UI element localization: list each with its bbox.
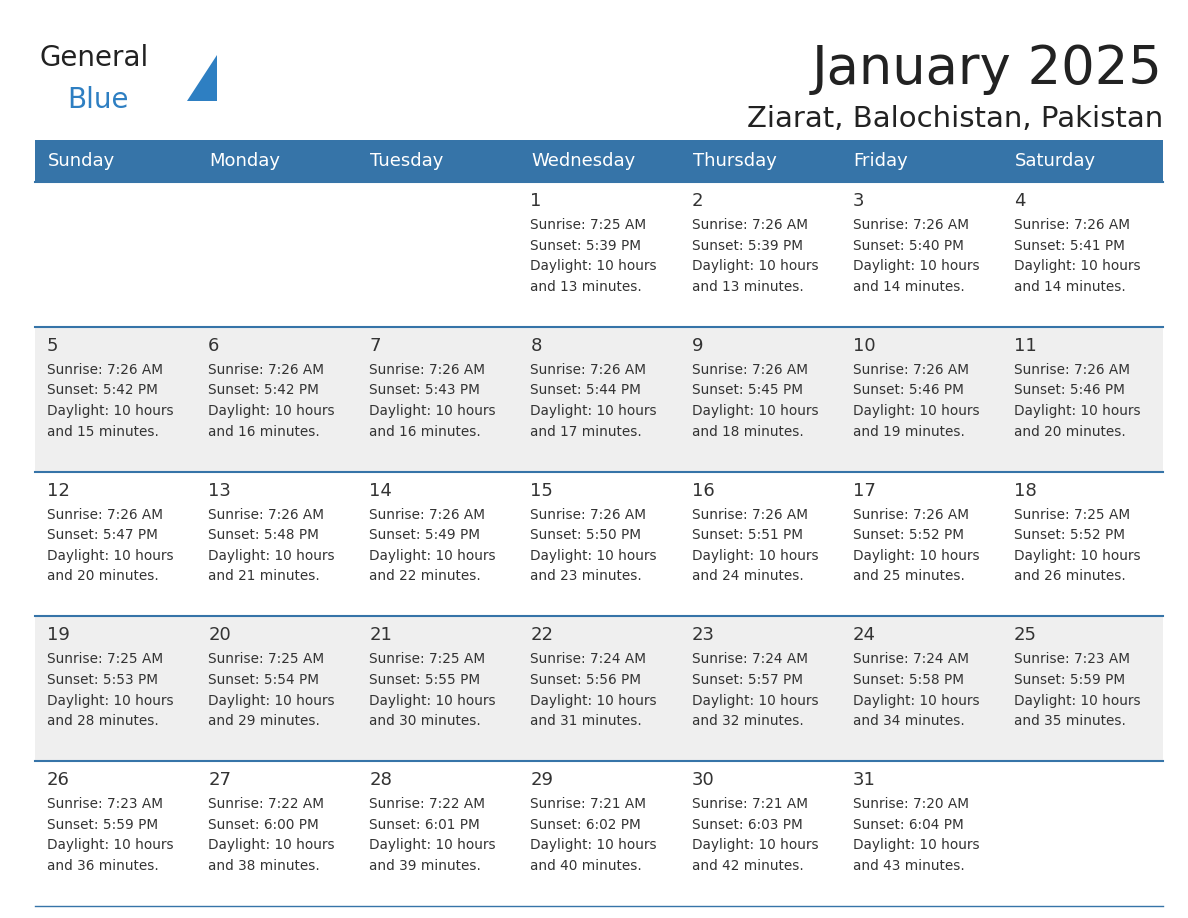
Text: Sunrise: 7:26 AM
Sunset: 5:39 PM
Daylight: 10 hours
and 13 minutes.: Sunrise: 7:26 AM Sunset: 5:39 PM Dayligh… bbox=[691, 218, 819, 294]
Text: Sunrise: 7:26 AM
Sunset: 5:46 PM
Daylight: 10 hours
and 19 minutes.: Sunrise: 7:26 AM Sunset: 5:46 PM Dayligh… bbox=[853, 363, 979, 439]
Bar bbox=[358, 140, 518, 182]
Text: 7: 7 bbox=[369, 337, 381, 354]
Text: Monday: Monday bbox=[209, 152, 280, 170]
Text: Sunrise: 7:22 AM
Sunset: 6:01 PM
Daylight: 10 hours
and 39 minutes.: Sunrise: 7:22 AM Sunset: 6:01 PM Dayligh… bbox=[369, 797, 495, 873]
Text: Sunrise: 7:25 AM
Sunset: 5:55 PM
Daylight: 10 hours
and 30 minutes.: Sunrise: 7:25 AM Sunset: 5:55 PM Dayligh… bbox=[369, 653, 495, 728]
Text: Sunrise: 7:21 AM
Sunset: 6:02 PM
Daylight: 10 hours
and 40 minutes.: Sunrise: 7:21 AM Sunset: 6:02 PM Dayligh… bbox=[530, 797, 657, 873]
Text: Sunrise: 7:26 AM
Sunset: 5:45 PM
Daylight: 10 hours
and 18 minutes.: Sunrise: 7:26 AM Sunset: 5:45 PM Dayligh… bbox=[691, 363, 819, 439]
Text: Sunrise: 7:22 AM
Sunset: 6:00 PM
Daylight: 10 hours
and 38 minutes.: Sunrise: 7:22 AM Sunset: 6:00 PM Dayligh… bbox=[208, 797, 335, 873]
Text: 24: 24 bbox=[853, 626, 876, 644]
Text: 22: 22 bbox=[530, 626, 554, 644]
Text: 4: 4 bbox=[1013, 192, 1025, 210]
Bar bbox=[34, 140, 196, 182]
Text: Sunrise: 7:26 AM
Sunset: 5:47 PM
Daylight: 10 hours
and 20 minutes.: Sunrise: 7:26 AM Sunset: 5:47 PM Dayligh… bbox=[48, 508, 173, 584]
Bar bbox=[34, 472, 1163, 616]
Bar bbox=[34, 327, 1163, 472]
Text: Sunrise: 7:23 AM
Sunset: 5:59 PM
Daylight: 10 hours
and 35 minutes.: Sunrise: 7:23 AM Sunset: 5:59 PM Dayligh… bbox=[1013, 653, 1140, 728]
Text: Friday: Friday bbox=[854, 152, 909, 170]
Polygon shape bbox=[187, 55, 217, 101]
Text: 20: 20 bbox=[208, 626, 230, 644]
Text: Sunrise: 7:25 AM
Sunset: 5:53 PM
Daylight: 10 hours
and 28 minutes.: Sunrise: 7:25 AM Sunset: 5:53 PM Dayligh… bbox=[48, 653, 173, 728]
Text: Sunrise: 7:26 AM
Sunset: 5:50 PM
Daylight: 10 hours
and 23 minutes.: Sunrise: 7:26 AM Sunset: 5:50 PM Dayligh… bbox=[530, 508, 657, 584]
Text: 14: 14 bbox=[369, 482, 392, 499]
Text: Blue: Blue bbox=[67, 86, 128, 114]
Text: 19: 19 bbox=[48, 626, 70, 644]
Text: 29: 29 bbox=[530, 771, 554, 789]
Text: 5: 5 bbox=[48, 337, 58, 354]
Text: Sunrise: 7:25 AM
Sunset: 5:39 PM
Daylight: 10 hours
and 13 minutes.: Sunrise: 7:25 AM Sunset: 5:39 PM Dayligh… bbox=[530, 218, 657, 294]
Text: General: General bbox=[40, 44, 150, 72]
Text: Wednesday: Wednesday bbox=[531, 152, 636, 170]
Bar bbox=[34, 761, 1163, 906]
Text: 1: 1 bbox=[530, 192, 542, 210]
Text: 11: 11 bbox=[1013, 337, 1037, 354]
Text: Sunrise: 7:26 AM
Sunset: 5:44 PM
Daylight: 10 hours
and 17 minutes.: Sunrise: 7:26 AM Sunset: 5:44 PM Dayligh… bbox=[530, 363, 657, 439]
Text: 15: 15 bbox=[530, 482, 554, 499]
Bar bbox=[34, 182, 1163, 327]
Text: 17: 17 bbox=[853, 482, 876, 499]
Text: Sunday: Sunday bbox=[48, 152, 115, 170]
Bar bbox=[518, 140, 680, 182]
Text: Sunrise: 7:26 AM
Sunset: 5:46 PM
Daylight: 10 hours
and 20 minutes.: Sunrise: 7:26 AM Sunset: 5:46 PM Dayligh… bbox=[1013, 363, 1140, 439]
Text: Sunrise: 7:26 AM
Sunset: 5:51 PM
Daylight: 10 hours
and 24 minutes.: Sunrise: 7:26 AM Sunset: 5:51 PM Dayligh… bbox=[691, 508, 819, 584]
Bar bbox=[196, 140, 358, 182]
Text: 18: 18 bbox=[1013, 482, 1037, 499]
Text: Sunrise: 7:24 AM
Sunset: 5:56 PM
Daylight: 10 hours
and 31 minutes.: Sunrise: 7:24 AM Sunset: 5:56 PM Dayligh… bbox=[530, 653, 657, 728]
Bar bbox=[680, 140, 841, 182]
Text: Tuesday: Tuesday bbox=[371, 152, 443, 170]
Text: Sunrise: 7:23 AM
Sunset: 5:59 PM
Daylight: 10 hours
and 36 minutes.: Sunrise: 7:23 AM Sunset: 5:59 PM Dayligh… bbox=[48, 797, 173, 873]
Text: 13: 13 bbox=[208, 482, 230, 499]
Text: 23: 23 bbox=[691, 626, 714, 644]
Text: Sunrise: 7:26 AM
Sunset: 5:41 PM
Daylight: 10 hours
and 14 minutes.: Sunrise: 7:26 AM Sunset: 5:41 PM Dayligh… bbox=[1013, 218, 1140, 294]
Text: Sunrise: 7:24 AM
Sunset: 5:57 PM
Daylight: 10 hours
and 32 minutes.: Sunrise: 7:24 AM Sunset: 5:57 PM Dayligh… bbox=[691, 653, 819, 728]
Text: Sunrise: 7:26 AM
Sunset: 5:48 PM
Daylight: 10 hours
and 21 minutes.: Sunrise: 7:26 AM Sunset: 5:48 PM Dayligh… bbox=[208, 508, 335, 584]
Text: 21: 21 bbox=[369, 626, 392, 644]
Text: 9: 9 bbox=[691, 337, 703, 354]
Text: 3: 3 bbox=[853, 192, 864, 210]
Text: 16: 16 bbox=[691, 482, 714, 499]
Text: Sunrise: 7:26 AM
Sunset: 5:52 PM
Daylight: 10 hours
and 25 minutes.: Sunrise: 7:26 AM Sunset: 5:52 PM Dayligh… bbox=[853, 508, 979, 584]
Text: Sunrise: 7:26 AM
Sunset: 5:49 PM
Daylight: 10 hours
and 22 minutes.: Sunrise: 7:26 AM Sunset: 5:49 PM Dayligh… bbox=[369, 508, 495, 584]
Text: 27: 27 bbox=[208, 771, 232, 789]
Text: Ziarat, Balochistan, Pakistan: Ziarat, Balochistan, Pakistan bbox=[747, 105, 1163, 133]
Text: 2: 2 bbox=[691, 192, 703, 210]
Text: 30: 30 bbox=[691, 771, 714, 789]
Text: 12: 12 bbox=[48, 482, 70, 499]
Bar bbox=[1001, 140, 1163, 182]
Text: Sunrise: 7:24 AM
Sunset: 5:58 PM
Daylight: 10 hours
and 34 minutes.: Sunrise: 7:24 AM Sunset: 5:58 PM Dayligh… bbox=[853, 653, 979, 728]
Text: Sunrise: 7:26 AM
Sunset: 5:42 PM
Daylight: 10 hours
and 16 minutes.: Sunrise: 7:26 AM Sunset: 5:42 PM Dayligh… bbox=[208, 363, 335, 439]
Text: Sunrise: 7:26 AM
Sunset: 5:43 PM
Daylight: 10 hours
and 16 minutes.: Sunrise: 7:26 AM Sunset: 5:43 PM Dayligh… bbox=[369, 363, 495, 439]
Text: 10: 10 bbox=[853, 337, 876, 354]
Bar bbox=[34, 616, 1163, 761]
Text: January 2025: January 2025 bbox=[813, 43, 1163, 95]
Text: Sunrise: 7:20 AM
Sunset: 6:04 PM
Daylight: 10 hours
and 43 minutes.: Sunrise: 7:20 AM Sunset: 6:04 PM Dayligh… bbox=[853, 797, 979, 873]
Text: Sunrise: 7:26 AM
Sunset: 5:40 PM
Daylight: 10 hours
and 14 minutes.: Sunrise: 7:26 AM Sunset: 5:40 PM Dayligh… bbox=[853, 218, 979, 294]
Bar bbox=[841, 140, 1001, 182]
Text: Saturday: Saturday bbox=[1015, 152, 1097, 170]
Text: Thursday: Thursday bbox=[693, 152, 777, 170]
Text: Sunrise: 7:25 AM
Sunset: 5:52 PM
Daylight: 10 hours
and 26 minutes.: Sunrise: 7:25 AM Sunset: 5:52 PM Dayligh… bbox=[1013, 508, 1140, 584]
Text: 28: 28 bbox=[369, 771, 392, 789]
Text: 25: 25 bbox=[1013, 626, 1037, 644]
Text: Sunrise: 7:25 AM
Sunset: 5:54 PM
Daylight: 10 hours
and 29 minutes.: Sunrise: 7:25 AM Sunset: 5:54 PM Dayligh… bbox=[208, 653, 335, 728]
Text: 31: 31 bbox=[853, 771, 876, 789]
Text: Sunrise: 7:26 AM
Sunset: 5:42 PM
Daylight: 10 hours
and 15 minutes.: Sunrise: 7:26 AM Sunset: 5:42 PM Dayligh… bbox=[48, 363, 173, 439]
Text: 8: 8 bbox=[530, 337, 542, 354]
Text: 26: 26 bbox=[48, 771, 70, 789]
Text: 6: 6 bbox=[208, 337, 220, 354]
Text: Sunrise: 7:21 AM
Sunset: 6:03 PM
Daylight: 10 hours
and 42 minutes.: Sunrise: 7:21 AM Sunset: 6:03 PM Dayligh… bbox=[691, 797, 819, 873]
